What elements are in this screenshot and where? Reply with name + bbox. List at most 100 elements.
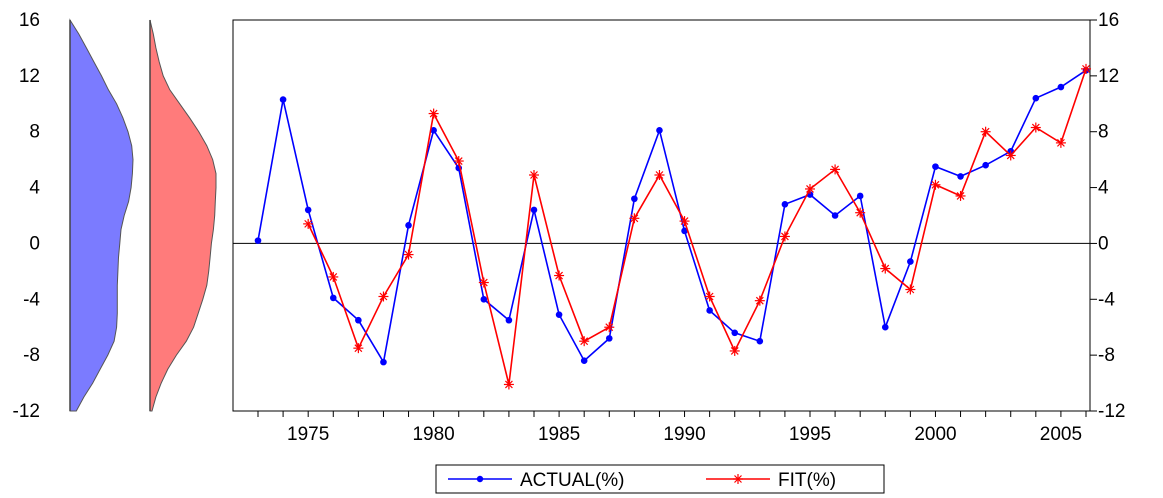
x-tick-label: 1975 <box>287 424 329 445</box>
data-point-fit <box>529 170 539 181</box>
data-point-fit <box>428 108 439 119</box>
data-point-fit <box>604 322 615 333</box>
data-point-fit <box>955 190 966 201</box>
legend-label-actual: ACTUAL(%) <box>520 470 625 491</box>
data-point-actual <box>881 323 889 331</box>
series-lines <box>254 63 1091 390</box>
legend-label-fit: FIT(%) <box>778 470 836 491</box>
data-point-fit <box>1005 150 1016 161</box>
data-point-actual <box>831 212 839 219</box>
data-point-actual <box>304 206 312 214</box>
data-point-actual <box>279 96 287 103</box>
data-point-actual <box>982 161 989 169</box>
series-line-fit <box>307 68 1087 385</box>
y-tick-label-right: -8 <box>1098 345 1115 366</box>
data-point-actual <box>555 311 563 318</box>
data-point-fit <box>629 213 640 224</box>
y-tick-label-left: 12 <box>19 66 40 87</box>
x-tick-label: 1990 <box>663 424 705 445</box>
data-point-actual <box>681 227 688 235</box>
data-point-fit <box>403 249 414 260</box>
y-tick-label-right: 12 <box>1098 66 1119 87</box>
y-tick-label-left: 16 <box>19 10 40 31</box>
data-point-fit <box>303 218 314 229</box>
legend: ACTUAL(%) FIT(%) <box>435 464 885 494</box>
data-point-actual <box>254 237 262 244</box>
data-point-actual <box>781 201 789 208</box>
data-point-actual <box>756 337 764 345</box>
legend-marker-fit <box>733 474 743 484</box>
data-point-actual <box>932 163 939 170</box>
distribution-fit <box>149 19 217 412</box>
data-point-fit <box>1081 63 1091 74</box>
legend-marker-actual <box>476 475 484 483</box>
data-point-fit <box>554 270 565 281</box>
y-tick-label-right: -12 <box>1098 401 1125 422</box>
data-point-fit <box>579 336 590 347</box>
data-point-fit <box>880 263 891 274</box>
y-tick-label-right: -4 <box>1098 289 1115 310</box>
y-tick-label-right: 0 <box>1098 233 1109 254</box>
data-point-fit <box>378 291 389 302</box>
y-tick-label-left: 4 <box>29 178 40 199</box>
data-point-fit <box>754 295 765 306</box>
data-point-actual <box>957 173 964 180</box>
data-point-actual <box>430 127 437 134</box>
data-point-fit <box>353 343 364 354</box>
data-point-actual <box>656 127 663 134</box>
data-point-fit <box>704 291 715 302</box>
x-tick-label: 2005 <box>1040 424 1082 445</box>
legend-star-glyph <box>733 474 743 484</box>
x-tick-label: 1985 <box>538 424 580 445</box>
data-point-fit <box>679 216 690 227</box>
data-point-fit <box>980 126 991 137</box>
y-tick-label-left: -4 <box>23 289 40 310</box>
series-line-actual <box>257 69 1087 365</box>
x-tick-label: 2000 <box>914 424 956 445</box>
data-point-actual <box>907 258 914 265</box>
data-point-fit <box>1055 137 1066 148</box>
y-tick-label-left: 8 <box>29 122 40 143</box>
x-tick-label: 1980 <box>412 424 454 445</box>
axes: -12 -12 -8 -8 -4 -4 0 0 4 4 8 8 12 12 16 16 1975 1980 1985… <box>13 10 1126 445</box>
data-point-actual <box>355 316 362 324</box>
data-point-fit <box>905 284 916 295</box>
data-point-actual <box>405 221 412 229</box>
y-tick-label-right: 16 <box>1098 10 1119 31</box>
data-point-fit <box>503 379 514 390</box>
plot-frame <box>232 19 1091 412</box>
distribution-panels <box>69 18 217 412</box>
data-point-fit <box>855 207 866 218</box>
data-point-actual <box>731 329 739 337</box>
data-point-actual <box>530 206 538 214</box>
data-point-fit <box>805 183 815 194</box>
data-point-actual <box>706 307 713 314</box>
data-point-fit <box>453 156 464 167</box>
data-point-actual <box>856 192 864 200</box>
data-point-fit <box>779 231 790 242</box>
y-tick-label-right: 4 <box>1098 178 1109 199</box>
y-tick-label-left: 0 <box>29 233 40 254</box>
data-point-fit <box>654 170 665 181</box>
data-point-actual <box>1032 94 1040 102</box>
data-point-actual <box>580 357 588 365</box>
data-point-actual <box>631 195 638 203</box>
y-tick-label-left: -8 <box>23 345 40 366</box>
data-point-actual <box>1057 83 1065 91</box>
data-point-actual <box>380 358 387 366</box>
x-tick-label: 1995 <box>789 424 831 445</box>
data-point-actual <box>505 316 513 324</box>
data-point-fit <box>478 277 489 288</box>
data-point-fit <box>328 271 339 282</box>
data-point-fit <box>729 345 740 356</box>
data-point-actual <box>480 295 488 303</box>
data-point-actual <box>329 294 337 302</box>
distribution-actual <box>69 18 134 412</box>
y-tick-label-right: 8 <box>1098 122 1109 143</box>
data-point-fit <box>830 164 841 175</box>
data-point-fit <box>1030 122 1041 133</box>
y-tick-label-left: -12 <box>13 401 40 422</box>
data-point-actual <box>605 335 613 342</box>
data-point-fit <box>930 179 941 190</box>
